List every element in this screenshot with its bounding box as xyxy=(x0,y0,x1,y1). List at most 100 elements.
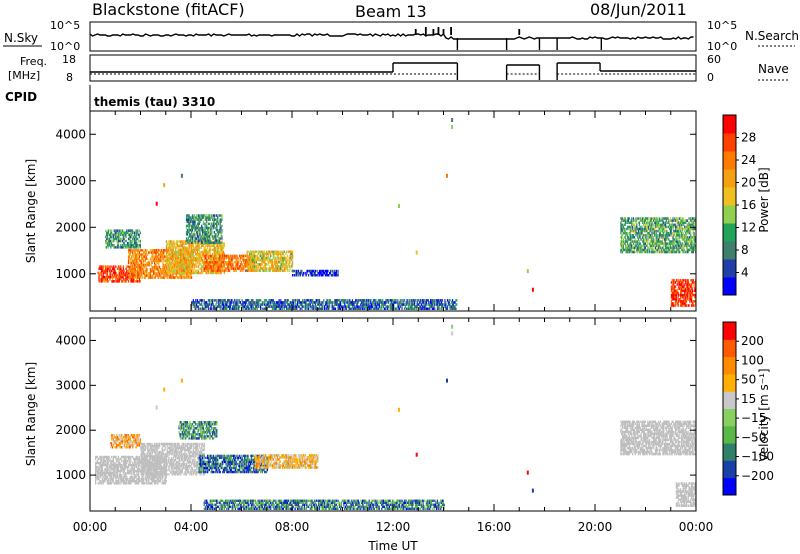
heatmap-cell xyxy=(111,233,114,237)
heatmap-cell xyxy=(266,258,268,262)
heatmap-cell xyxy=(245,261,247,264)
heatmap-cell xyxy=(419,307,421,310)
freq-trace xyxy=(90,62,696,80)
heatmap-cell xyxy=(648,234,651,237)
heatmap-cell xyxy=(213,254,215,258)
heatmap-cell xyxy=(194,240,196,243)
heatmap-cell xyxy=(137,265,139,269)
heatmap-cell xyxy=(426,307,428,310)
heatmap-cell xyxy=(366,301,368,304)
heatmap-cell xyxy=(672,225,674,229)
heatmap-cell xyxy=(431,303,433,306)
heatmap-cell xyxy=(329,299,331,302)
heatmap-cell xyxy=(239,301,241,304)
heatmap-cell xyxy=(107,280,109,283)
heatmap-cell xyxy=(132,255,134,258)
heatmap-cell xyxy=(105,235,107,239)
heatmap-cell xyxy=(244,265,246,268)
heatmap-cell xyxy=(339,301,341,304)
heatmap-cell xyxy=(188,224,190,228)
heatmap-cell xyxy=(620,231,622,235)
heatmap-cell xyxy=(643,229,646,233)
heatmap-cell xyxy=(622,248,625,252)
heatmap-cell xyxy=(276,301,278,304)
heatmap-cell xyxy=(209,218,211,221)
heatmap-cell xyxy=(657,242,659,245)
heatmap-cell xyxy=(183,267,185,270)
heatmap-cell xyxy=(106,246,108,249)
heatmap-cell xyxy=(217,263,220,266)
heatmap-cell xyxy=(449,305,451,308)
heatmap-cell xyxy=(641,231,643,235)
heatmap-cell xyxy=(166,250,168,254)
heatmap-cell xyxy=(131,268,133,271)
heatmap-cell xyxy=(130,276,132,279)
heatmap-cell xyxy=(665,234,667,237)
heatmap-cell xyxy=(196,244,198,247)
heatmap-cell xyxy=(662,219,664,222)
heatmap-cell xyxy=(280,265,282,268)
heatmap-cell xyxy=(217,256,220,260)
heatmap-cell xyxy=(430,299,433,302)
heatmap-cell xyxy=(360,307,362,310)
heatmap-cell xyxy=(249,254,251,258)
heatmap-cell xyxy=(211,269,213,272)
heatmap-cell xyxy=(322,305,324,308)
heatmap-cell xyxy=(186,228,189,232)
heatmap-cell xyxy=(260,303,262,306)
heatmap-cell xyxy=(115,235,117,239)
heatmap-cell xyxy=(236,305,238,308)
heatmap-cell xyxy=(189,267,191,270)
heatmap-cell xyxy=(234,265,237,268)
heatmap-cell xyxy=(391,307,393,310)
heatmap-cell xyxy=(197,239,199,242)
heatmap-cell xyxy=(403,307,406,310)
heatmap-cell xyxy=(190,239,192,242)
heatmap-cell xyxy=(671,219,673,222)
heatmap-cell xyxy=(129,261,131,265)
heatmap-cell xyxy=(209,263,211,266)
heatmap-cell xyxy=(136,233,138,237)
heatmap-cell xyxy=(250,265,253,268)
heatmap-cell xyxy=(219,258,221,262)
heatmap-cell xyxy=(670,219,673,222)
heatmap-cell xyxy=(218,252,221,256)
heatmap-cell xyxy=(137,231,139,234)
heatmap-cell xyxy=(200,263,202,266)
heatmap-cell xyxy=(201,214,204,217)
heatmap-cell xyxy=(212,303,215,306)
heatmap-cell xyxy=(675,242,678,245)
heatmap-cell xyxy=(644,246,646,250)
heatmap-cell xyxy=(170,255,172,258)
heatmap-cell xyxy=(322,274,324,277)
heatmap-cell xyxy=(156,259,158,263)
heatmap-cell xyxy=(287,250,290,253)
heatmap-cell xyxy=(157,276,159,279)
heatmap-cell xyxy=(182,271,184,275)
heatmap-cell xyxy=(120,267,122,270)
heatmap-cell xyxy=(658,229,660,233)
heatmap-cell xyxy=(165,259,168,262)
heatmap-cell xyxy=(220,265,222,268)
heatmap-cell xyxy=(286,303,289,306)
heatmap-cell xyxy=(230,254,232,258)
heatmap-cell xyxy=(258,263,260,266)
heatmap-cell xyxy=(319,271,322,275)
heatmap-cell xyxy=(109,235,111,239)
heatmap-cell xyxy=(200,307,202,310)
heatmap-cell xyxy=(669,240,671,243)
heatmap-cell xyxy=(223,242,226,245)
heatmap-cell xyxy=(625,238,627,241)
heatmap-cell xyxy=(114,265,116,268)
heatmap-cell xyxy=(147,261,149,265)
heatmap-cell xyxy=(627,227,630,231)
heatmap-cell xyxy=(201,244,203,247)
heatmap-cell xyxy=(171,257,173,260)
heatmap-cell xyxy=(191,239,193,242)
heatmap-cell xyxy=(111,229,113,232)
heatmap-cell xyxy=(219,231,221,234)
nsky-gap-edges xyxy=(456,38,603,50)
heatmap-cell xyxy=(254,301,256,304)
heatmap-cell xyxy=(660,227,662,231)
heatmap-cell xyxy=(315,301,317,304)
